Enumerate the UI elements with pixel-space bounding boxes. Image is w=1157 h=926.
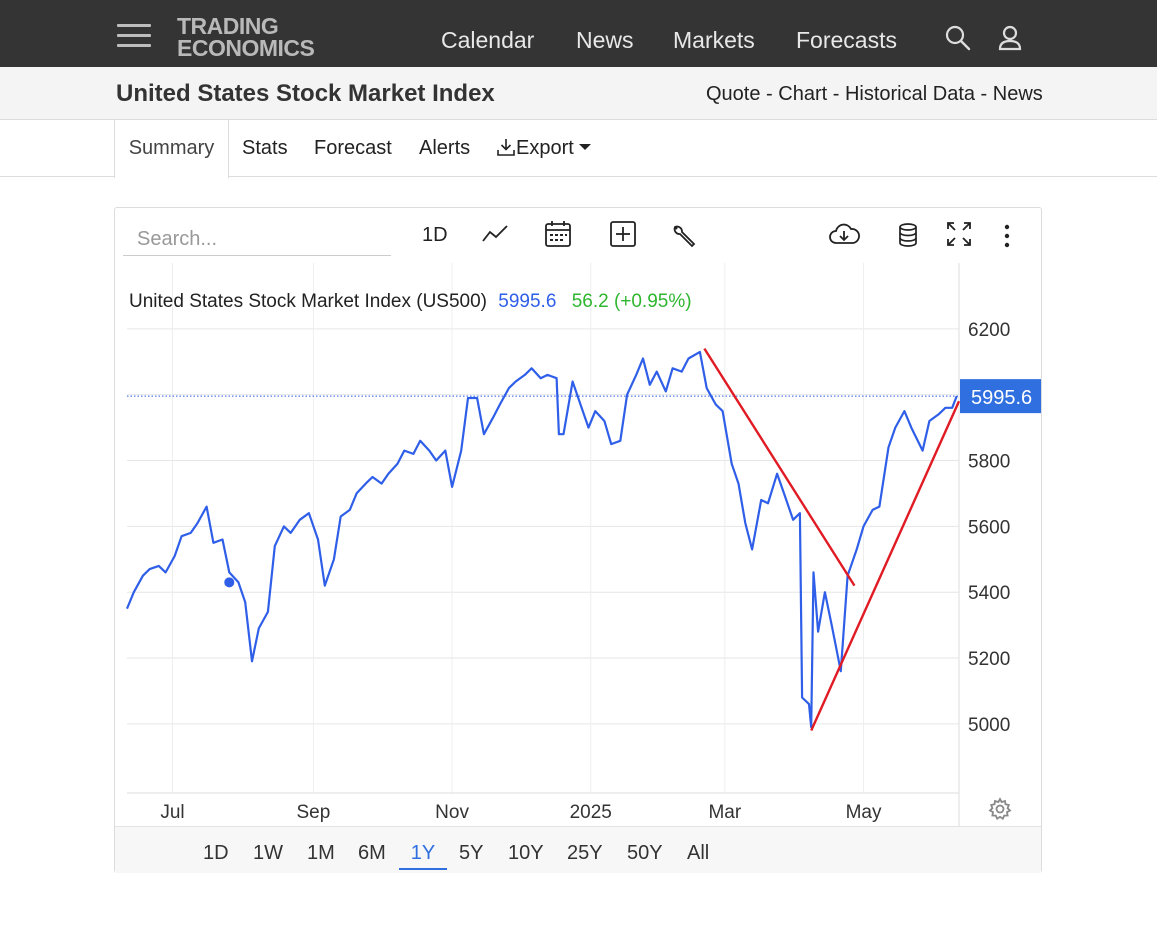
more-icon[interactable] bbox=[1003, 224, 1011, 253]
y-tick-label: 5600 bbox=[968, 517, 1010, 538]
y-tick-label: 5800 bbox=[968, 452, 1010, 473]
calendar-icon[interactable] bbox=[544, 220, 572, 253]
link-quote[interactable]: Quote bbox=[706, 83, 761, 105]
chart-search-input[interactable] bbox=[123, 224, 391, 256]
y-tick-label: 5400 bbox=[968, 583, 1010, 604]
add-indicator-icon[interactable] bbox=[609, 220, 637, 253]
price-series-line bbox=[125, 350, 958, 729]
price-chart[interactable]: Jul Sep Nov 2025 Mar May 6200 5800 5600 5400 5200… bbox=[115, 208, 1041, 826]
tab-bar: Summary Stats Forecast Alerts Export bbox=[0, 120, 1157, 178]
last-value-text: 5995.6 bbox=[971, 387, 1032, 409]
range-50y[interactable]: 50Y bbox=[627, 842, 663, 864]
range-all[interactable]: All bbox=[687, 842, 710, 864]
range-10y[interactable]: 10Y bbox=[508, 842, 544, 864]
range-1y[interactable]: 1Y bbox=[399, 842, 447, 870]
legend-change: 56.2 (+0.95%) bbox=[572, 291, 692, 312]
link-separator: - bbox=[975, 83, 993, 105]
line-chart-icon[interactable] bbox=[481, 222, 509, 251]
page-title: United States Stock Market Index bbox=[116, 80, 495, 107]
fullscreen-icon[interactable] bbox=[946, 221, 972, 252]
series-marker-point bbox=[224, 577, 235, 588]
nav-news[interactable]: News bbox=[576, 27, 634, 53]
range-1m[interactable]: 1M bbox=[307, 842, 335, 864]
link-news[interactable]: News bbox=[992, 83, 1043, 105]
search-icon[interactable] bbox=[944, 24, 972, 57]
chart-settings-gear-icon[interactable] bbox=[988, 797, 1012, 826]
x-tick-label: Nov bbox=[435, 802, 469, 823]
legend-value: 5995.6 bbox=[498, 291, 556, 312]
tab-forecast[interactable]: Forecast bbox=[314, 137, 392, 159]
last-value-box bbox=[960, 379, 1041, 414]
range-1w[interactable]: 1W bbox=[253, 842, 283, 864]
cloud-download-icon[interactable] bbox=[828, 222, 860, 253]
range-1d[interactable]: 1D bbox=[203, 842, 229, 864]
range-selector: 1D 1W 1M 6M 1Y 5Y 10Y 25Y 50Y All bbox=[115, 826, 1041, 873]
x-tick-label: 2025 bbox=[570, 802, 612, 823]
logo[interactable]: TRADING ECONOMICS bbox=[177, 13, 315, 61]
chart-grid bbox=[127, 263, 960, 826]
link-chart[interactable]: Chart bbox=[778, 83, 828, 105]
user-icon[interactable] bbox=[997, 24, 1023, 57]
quick-links: Quote - Chart - Historical Data - News bbox=[706, 83, 1043, 106]
link-separator: - bbox=[827, 83, 845, 105]
range-6m[interactable]: 6M bbox=[358, 842, 386, 864]
trendline bbox=[810, 400, 961, 731]
logo-line-1: TRADING bbox=[177, 13, 279, 39]
export-label: Export bbox=[516, 137, 574, 159]
y-tick-label: 5200 bbox=[968, 649, 1010, 670]
x-axis: Jul Sep Nov 2025 Mar May bbox=[160, 802, 882, 823]
x-tick-label: May bbox=[846, 802, 882, 823]
range-25y[interactable]: 25Y bbox=[567, 842, 603, 864]
title-bar: United States Stock Market Index Quote -… bbox=[0, 67, 1157, 120]
menu-icon[interactable] bbox=[117, 22, 151, 50]
tab-stats[interactable]: Stats bbox=[242, 137, 288, 159]
caret-down-icon bbox=[578, 144, 591, 150]
link-separator: - bbox=[760, 83, 779, 105]
logo-line-2: ECONOMICS bbox=[177, 35, 315, 61]
nav-markets[interactable]: Markets bbox=[673, 27, 755, 53]
tab-summary[interactable]: Summary bbox=[114, 120, 229, 178]
last-value-label: 5995.6 bbox=[960, 379, 1041, 414]
link-historical-data[interactable]: Historical Data bbox=[844, 83, 975, 105]
range-5y[interactable]: 5Y bbox=[459, 842, 484, 864]
x-tick-label: Mar bbox=[708, 802, 741, 823]
nav-calendar[interactable]: Calendar bbox=[441, 27, 535, 53]
y-tick-label: 5000 bbox=[968, 715, 1010, 736]
nav-forecasts[interactable]: Forecasts bbox=[796, 27, 897, 53]
tab-export[interactable]: Export bbox=[496, 120, 592, 177]
x-tick-label: Sep bbox=[296, 802, 330, 823]
chart-panel: 1D Jul Sep Nov 2025 Mar May 6200 5800 5600 5400 5… bbox=[114, 207, 1042, 873]
legend-series-name: United States Stock Market Index (US500) bbox=[129, 291, 487, 312]
interval-button[interactable]: 1D bbox=[422, 224, 448, 246]
x-tick-label: Jul bbox=[160, 802, 184, 823]
y-axis: 6200 5800 5600 5400 5200 5000 bbox=[968, 320, 1010, 736]
download-icon bbox=[497, 139, 515, 156]
trendline bbox=[703, 347, 856, 587]
wrench-icon[interactable] bbox=[671, 223, 697, 254]
top-nav-bar: TRADING ECONOMICS Calendar News Markets … bbox=[0, 0, 1157, 67]
chart-legend: United States Stock Market Index (US500)… bbox=[129, 291, 692, 312]
database-icon[interactable] bbox=[897, 222, 919, 253]
y-tick-label: 6200 bbox=[968, 320, 1010, 341]
trendlines bbox=[703, 347, 961, 731]
tab-alerts[interactable]: Alerts bbox=[419, 137, 471, 159]
